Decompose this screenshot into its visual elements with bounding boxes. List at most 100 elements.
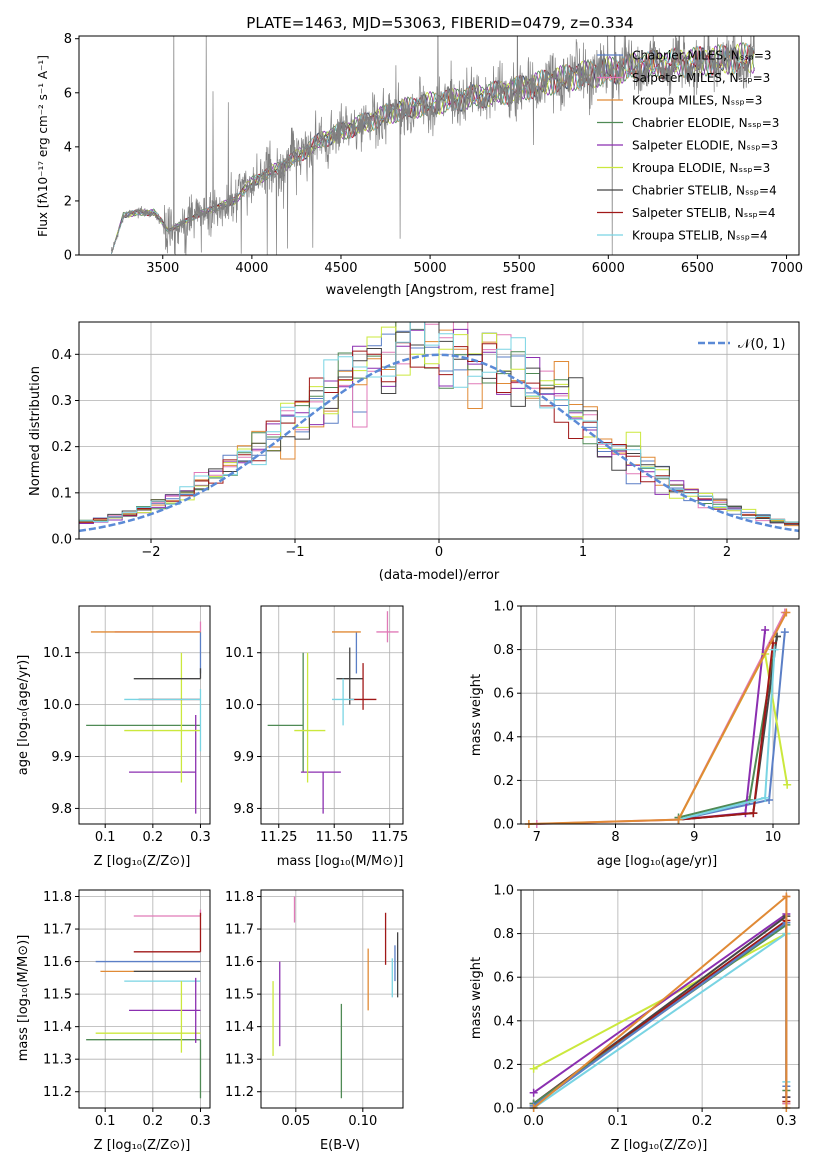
mass-weight-vs-Z-x-tick-label: 0.0 <box>523 1114 544 1129</box>
mass-weight-vs-Z-y-tick-label: 0.0 <box>493 1102 514 1117</box>
age-vs-Z-points <box>86 621 202 814</box>
age-vs-Z-plot-area: 0.1 0.2 0.3 9.8 9.9 10.0 10.1 <box>43 605 211 845</box>
mass-weight-vs-age-x-axis-label: age [log₁₀(age/yr)] <box>597 854 718 869</box>
mass-weight-vs-age-x-tick-label: 7 <box>533 830 541 845</box>
age-vs-Z-panel: 0.1 0.2 0.39.89.910.010.1 Z [log₁₀(Z/Z⊙)] … <box>16 605 211 869</box>
residual-x-axis-label: (data-model)/error <box>379 568 500 583</box>
legend-label: Kroupa STELIB, Nₛₛₚ=4 <box>632 229 768 243</box>
mass-weight-vs-Z-x-tick-label: 0.3 <box>776 1114 797 1129</box>
age-vs-Z-frame <box>78 605 211 825</box>
mass-weight-vs-Z-y-tick-label: 0.8 <box>493 927 514 942</box>
age-vs-mass-errorbar <box>294 652 326 783</box>
mass-weight-vs-age-y-tick-label: 0.6 <box>493 687 514 702</box>
mass-vs-Z-x-tick-label: 0.1 <box>95 1114 116 1129</box>
mass-weight-vs-age-y-tick-label: 0.8 <box>493 643 514 658</box>
mass-weight-vs-age-y-tick-label: 0.2 <box>493 774 514 789</box>
residual-histogram <box>79 322 799 527</box>
age-vs-Z-errorbar <box>133 668 202 680</box>
residual-y-tick-label: 0.2 <box>51 440 72 455</box>
mass-weight-vs-Z-y-tick-label: 0.4 <box>493 1014 514 1029</box>
legend-label: Salpeter MILES, Nₛₛₚ=3 <box>632 71 770 85</box>
mass-weight-vs-Z-x-tick-label: 0.2 <box>692 1114 713 1129</box>
age-vs-mass-x-tick-label: 11.50 <box>316 830 353 845</box>
mass-vs-Z-panel: 0.1 0.2 0.3 11.2 11.3 11.4 11.5 11.6 11.7 11.8 Z … <box>16 889 211 1153</box>
legend-label: Kroupa ELODIE, Nₛₛₚ=3 <box>632 161 770 175</box>
residual-y-axis-label: Normed distribution <box>28 366 43 496</box>
gaussian-legend-label: 𝒩(0, 1) <box>738 337 785 352</box>
age-vs-mass-points <box>267 611 399 814</box>
mass-vs-Z-y-tick-label: 11.5 <box>43 988 72 1003</box>
mass-weight-vs-age-x-tick-label: 9 <box>690 830 698 845</box>
mass-weight-vs-Z-y-tick-label: 1.0 <box>493 884 514 899</box>
age-vs-Z-errorbar <box>129 715 197 814</box>
mass-vs-Z-x-tick-label: 0.3 <box>190 1114 211 1129</box>
residual-x-tick-label: 2 <box>723 545 731 560</box>
age-vs-mass-x-axis-label: mass [log₁₀(M/M⊙)] <box>277 854 404 869</box>
mass-weight-vs-age-y-tick-label: 0.4 <box>493 730 514 745</box>
mass-vs-ebv-grid <box>261 890 403 1108</box>
mass-weight-vs-age-x-tick-label: 10 <box>765 830 782 845</box>
spectrum-title: PLATE=1463, MJD=53063, FIBERID=0479, z=0… <box>246 14 633 32</box>
age-vs-Z-x-tick-label: 0.2 <box>142 830 163 845</box>
age-vs-mass-panel: 11.25 11.50 11.75 9.8 9.9 10.0 10.1 mass [log₁… <box>225 605 408 869</box>
spectrum-frame <box>78 35 800 256</box>
mass-vs-Z-x-tick-label: 0.2 <box>142 1114 163 1129</box>
mass-vs-ebv-y-tick-label: 11.4 <box>225 1020 254 1035</box>
age-vs-mass-x-tick-label: 11.25 <box>260 830 297 845</box>
spectrum-x-tick-label: 6000 <box>592 261 625 276</box>
mass-weight-vs-age-panel: 7 8 9 10 0.0 0.2 0.4 0.6 0.8 1.0 age [log₁₀(age/y… <box>469 600 800 869</box>
mass-weight-vs-Z-y-axis-label: mass weight <box>469 957 484 1039</box>
mass-vs-Z-errorbar <box>133 912 202 953</box>
age-vs-Z-x-tick-label: 0.3 <box>190 830 211 845</box>
model-curve <box>111 43 755 255</box>
residual-x-tick-label: 1 <box>579 545 587 560</box>
spectrum-plot-area: 3500 4000 4500 5000 5500 6000 6500 7000 0 2 4 6 8 <box>64 32 803 276</box>
mass-weight-vs-Z-marker <box>782 892 791 901</box>
mass-weight-vs-age-lines <box>524 608 792 828</box>
spectrum-x-tick-label: 4000 <box>235 261 268 276</box>
mass-weight-vs-Z-panel: 0.0 0.1 0.2 0.3 0.0 0.2 0.4 0.6 0.8 1.0 Z [log₁₀(… <box>469 884 800 1153</box>
mass-vs-ebv-x-tick-label: 0.05 <box>281 1114 310 1129</box>
mass-vs-ebv-y-tick-label: 11.3 <box>225 1053 254 1068</box>
age-vs-Z-y-tick-label: 10.0 <box>43 698 72 713</box>
mass-vs-ebv-x-tick-label: 0.10 <box>348 1114 377 1129</box>
age-vs-mass-y-tick-label: 10.1 <box>225 646 254 661</box>
spectrum-x-tick-label: 5000 <box>414 261 447 276</box>
spectrum-y-tick-label: 6 <box>64 86 72 101</box>
residual-x-tick-label: −2 <box>141 545 160 560</box>
mass-vs-Z-y-tick-label: 11.4 <box>43 1020 72 1035</box>
spectrum-x-tick-label: 5500 <box>503 261 536 276</box>
residual-curves <box>79 322 799 533</box>
mass-weight-vs-Z-y-tick-label: 0.6 <box>493 971 514 986</box>
legend-label: Chabrier MILES, Nₛₛₚ=3 <box>632 49 772 63</box>
spectrum-x-tick-label: 6500 <box>681 261 714 276</box>
age-vs-Z-x-axis-label: Z [log₁₀(Z/Z⊙)] <box>94 854 191 869</box>
spectrum-legend: Chabrier MILES, Nₛₛₚ=3 Salpeter MILES, Nₛ… <box>597 49 779 243</box>
mass-vs-Z-y-tick-label: 11.8 <box>43 890 72 905</box>
age-vs-Z-errorbar <box>124 689 202 752</box>
mass-weight-vs-Z-frame <box>520 889 800 1109</box>
age-vs-mass-errorbar <box>332 678 355 726</box>
spectrum-panel: PLATE=1463, MJD=53063, FIBERID=0479, z=0… <box>36 14 803 298</box>
spectrum-curves <box>111 36 755 255</box>
residual-x-tick-label: 0 <box>435 545 443 560</box>
age-vs-mass-errorbar <box>336 647 364 705</box>
spectrum-y-axis-label: Flux [fλ10⁻¹⁷ erg cm⁻² s⁻¹ A⁻¹] <box>36 55 50 237</box>
age-vs-mass-errorbar <box>376 611 399 643</box>
age-vs-mass-x-tick-label: 11.75 <box>371 830 408 845</box>
age-vs-mass-errorbar <box>267 652 304 773</box>
spectrum-x-tick-label: 7000 <box>770 261 803 276</box>
mass-vs-Z-x-axis-label: Z [log₁₀(Z/Z⊙)] <box>94 1138 191 1153</box>
mass-vs-ebv-y-tick-label: 11.2 <box>225 1085 254 1100</box>
age-vs-mass-frame <box>260 605 404 825</box>
legend-label: Salpeter ELODIE, Nₛₛₚ=3 <box>632 139 778 153</box>
age-vs-mass-y-tick-label: 9.9 <box>233 750 254 765</box>
mass-weight-vs-age-frame <box>520 605 800 825</box>
residual-frame <box>78 321 800 540</box>
mass-vs-ebv-x-axis-label: E(B-V) <box>320 1138 360 1153</box>
mass-vs-Z-y-tick-label: 11.6 <box>43 955 72 970</box>
mass-vs-Z-plot-area: 0.1 0.2 0.3 11.2 11.3 11.4 11.5 11.6 11.7 11.8 <box>43 889 211 1129</box>
mass-vs-Z-frame <box>78 889 211 1109</box>
residual-panel: −2 −1 0 1 2 0.0 0.1 0.2 0.3 0.4 (data-model)/erro… <box>28 321 800 583</box>
